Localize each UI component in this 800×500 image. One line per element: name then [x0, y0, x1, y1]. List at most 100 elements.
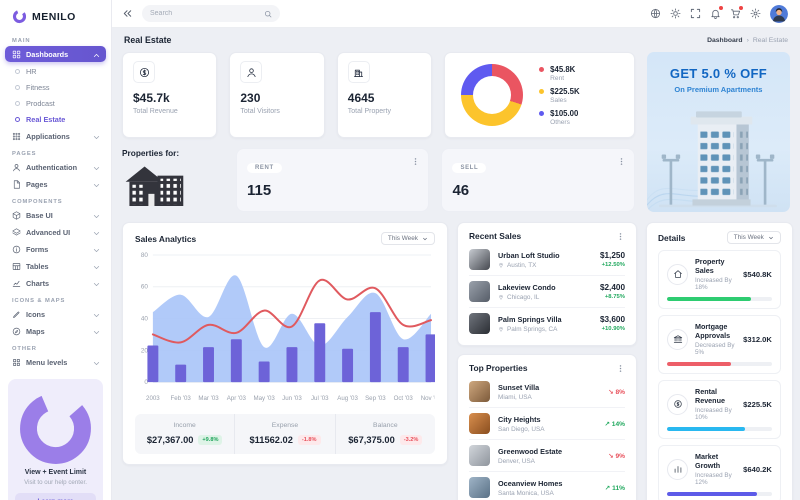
chevdown-icon — [93, 282, 100, 286]
chevdown-icon — [93, 330, 100, 334]
promo-title: View + Event Limit — [24, 469, 87, 476]
building-icon — [354, 69, 364, 77]
top-property-row-sunset-villa[interactable]: Sunset Villa Miami, USA ↘ 8% — [469, 376, 625, 407]
detail-item-mortgage-approvals[interactable]: Mortgage Approvals Decreased By 5% $312.… — [658, 315, 781, 374]
property-card-rent: RENT 115 — [236, 148, 430, 212]
sidebar-section-icons-maps: ICONS & MAPS — [12, 298, 66, 304]
sidebar-item-charts[interactable]: Charts — [5, 275, 106, 291]
chart-svg: 0 20 40 60 80 2003 Feb '03 Mar '03 Apr '03 May '0… — [141, 252, 435, 402]
recent-sale-row-urban-loft-studio[interactable]: Urban Loft Studio Austin, TX $1,250 +12.… — [469, 244, 625, 275]
promo-banner-title: GET 5.0 % OFF — [669, 66, 767, 81]
translate-icon[interactable] — [650, 8, 661, 19]
property-thumbnail — [469, 381, 490, 402]
detail-item-market-growth[interactable]: Market Growth Increased By 12% $640.2K — [658, 445, 781, 500]
main-area: Real Estate Dashboard › Real Estate $45.… — [112, 0, 800, 500]
coin-icon — [673, 400, 682, 408]
stat-card-total-property: 4645 Total Property — [336, 52, 433, 138]
learn-more-button[interactable]: Learn more — [15, 493, 96, 500]
property-thumbnail — [469, 477, 490, 498]
svg-text:Apr '03: Apr '03 — [227, 395, 247, 402]
sidebar-subitem-prodcast[interactable]: Prodcast — [0, 95, 111, 111]
trend-percent: ↗ 14% — [604, 420, 625, 428]
notifications-bell-icon[interactable] — [710, 6, 723, 19]
settings-gear-icon[interactable] — [750, 8, 761, 19]
sidebar-subitem-hr[interactable]: HR — [0, 63, 111, 79]
layers-icon — [12, 227, 21, 235]
promo-banner[interactable]: GET 5.0 % OFF On Premium Apartments — [646, 52, 790, 212]
bullet-icon — [15, 68, 20, 74]
detail-item-property-sales[interactable]: Property Sales Increased By 18% $540.8K — [658, 250, 781, 309]
sidebar-item-advanced-ui[interactable]: Advanced UI — [5, 224, 106, 240]
top-property-row-oceanview-homes[interactable]: Oceanview Homes Santa Monica, USA ↗ 11% — [469, 471, 625, 500]
sidebar-item-base-ui[interactable]: Base UI — [5, 207, 106, 223]
brand[interactable]: MENILO — [0, 0, 111, 31]
top-property-row-greenwood-estate[interactable]: Greenwood Estate Denver, USA ↘ 9% — [469, 439, 625, 471]
search-icon[interactable] — [264, 10, 272, 18]
change-percent: +8.75% — [604, 294, 625, 300]
sidebar-item-forms[interactable]: Forms — [5, 241, 106, 257]
sidebar-item-applications[interactable]: Applications — [5, 128, 106, 144]
pin-icon — [499, 294, 503, 300]
user-avatar[interactable] — [770, 4, 788, 23]
total-balance: Balance $67,375.00 -3.2% — [336, 414, 435, 454]
sales-analytics-chart: 0 20 40 60 80 2003 Feb '03 Mar '03 Apr '03 May '0… — [135, 249, 435, 408]
chevdown-icon — [93, 214, 100, 218]
pin-icon — [499, 326, 503, 332]
pen-icon — [13, 311, 20, 318]
search-box — [142, 5, 280, 22]
kebab-menu-icon[interactable] — [411, 157, 420, 166]
kebab-menu-icon[interactable] — [616, 232, 625, 241]
breadcrumb-parent[interactable]: Dashboard — [707, 36, 743, 44]
stat-label: Total Revenue — [133, 108, 178, 115]
sidebar-subitem-real-estate[interactable]: Real Estate — [0, 111, 111, 127]
sidebar-section-components: COMPONENTS — [12, 199, 63, 205]
recent-sale-row-lakeview-condo[interactable]: Lakeview Condo Chicago, IL $2,400 +8.75% — [469, 275, 625, 307]
change-badge: -1.8% — [297, 434, 321, 445]
top-property-row-city-heights[interactable]: City Heights San Diego, USA ↗ 14% — [469, 407, 625, 439]
properties-for-title: Properties for: — [122, 148, 180, 158]
sidebar-item-icons[interactable]: Icons — [5, 306, 106, 322]
bank-icon — [673, 335, 682, 343]
details-title: Details — [658, 232, 686, 243]
stat-card-total-revenue: $45.7k Total Revenue — [122, 52, 218, 138]
fullscreen-icon[interactable] — [690, 8, 701, 19]
legend-swatch — [539, 66, 545, 72]
sidebar-item-authentication[interactable]: Authentication — [5, 159, 106, 175]
svg-text:Feb '03: Feb '03 — [171, 395, 192, 402]
dollar-icon — [139, 67, 149, 77]
recent-sale-row-palm-springs-villa[interactable]: Palm Springs Villa Palm Springs, CA $3,6… — [469, 307, 625, 339]
change-percent: +10.90% — [601, 326, 625, 332]
info-icon — [12, 245, 21, 253]
search-input[interactable] — [150, 10, 258, 17]
building-illustration — [659, 111, 778, 208]
sidebar-collapse-icon[interactable] — [122, 8, 133, 19]
compass-icon — [12, 327, 21, 335]
trend-percent: ↗ 11% — [604, 484, 625, 492]
sidebar-item-tables[interactable]: Tables — [5, 258, 106, 274]
cart-badge — [739, 6, 743, 10]
progress-bar — [667, 297, 772, 301]
bullet-icon — [15, 84, 20, 90]
property-tag: RENT — [247, 163, 282, 173]
revenue-donut-card: $45.8K Rent $225.5K Sales $105.00 Others — [444, 52, 635, 138]
user-icon — [13, 163, 20, 171]
period-selector[interactable]: This Week — [726, 231, 781, 244]
period-selector[interactable]: This Week — [380, 232, 435, 245]
breadcrumb: Dashboard › Real Estate — [707, 37, 788, 44]
sidebar-subitem-fitness[interactable]: Fitness — [0, 79, 111, 95]
chevup-icon — [93, 53, 100, 57]
kebab-menu-icon[interactable] — [617, 157, 626, 166]
sidebar-item-menu-levels[interactable]: Menu levels — [5, 354, 106, 370]
theme-sun-icon[interactable] — [670, 8, 681, 19]
cart-icon[interactable] — [730, 6, 743, 19]
svg-text:Nov '03: Nov '03 — [421, 395, 435, 402]
detail-item-rental-revenue[interactable]: Rental Revenue Increased By 10% $225.5K — [658, 380, 781, 439]
sidebar-item-dashboards[interactable]: Dashboards — [5, 46, 106, 62]
sidebar: MENILO MAIN Dashboards HR Fitness Prodcast Re… — [0, 0, 112, 500]
sidebar-item-pages[interactable]: Pages — [5, 176, 106, 192]
sidebar-item-maps[interactable]: Maps — [5, 323, 106, 339]
property-count: 115 — [247, 182, 272, 199]
legend-swatch — [539, 88, 545, 94]
kebab-menu-icon[interactable] — [616, 364, 625, 373]
